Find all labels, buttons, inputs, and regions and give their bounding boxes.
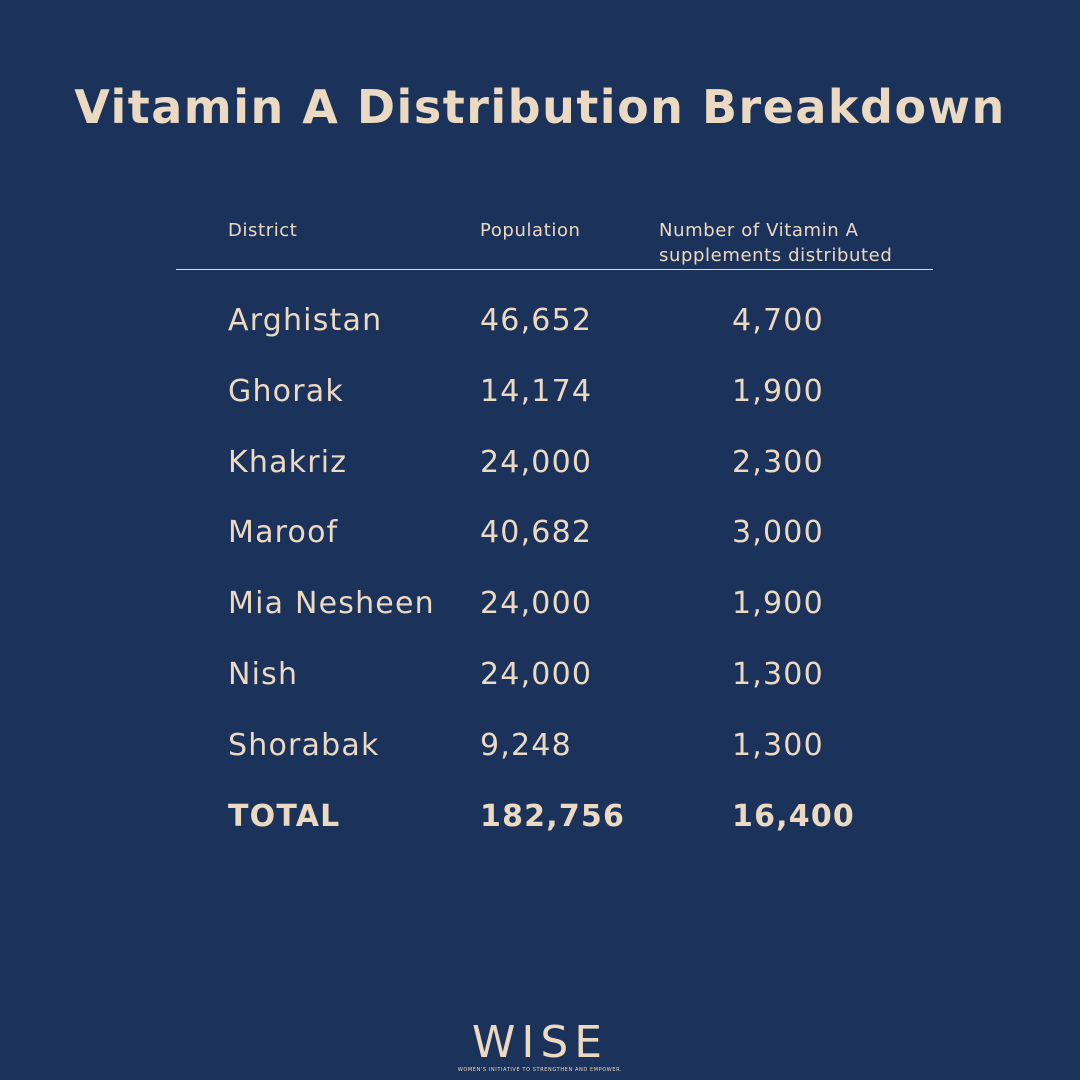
supplements-cell: 1,900 (732, 586, 824, 622)
distribution-table: District Population Number of Vitamin A … (176, 215, 933, 865)
supplements-cell: 1,300 (732, 656, 824, 692)
logo-tagline: WOMEN'S INITIATIVE TO STRENGTHEN AND EMP… (457, 1067, 623, 1073)
table-body: Arghistan 46,652 4,700 Ghorak 14,174 1,9… (176, 299, 933, 865)
population-cell: 14,174 (480, 373, 593, 409)
district-cell: Maroof (228, 515, 339, 551)
population-cell: 24,000 (480, 444, 593, 480)
table-row: Ghorak 14,174 1,900 (176, 370, 933, 441)
table-row: Mia Nesheen 24,000 1,900 (176, 582, 933, 653)
header-supplements: Number of Vitamin A supplements distribu… (659, 218, 892, 268)
table-row: Nish 24,000 1,300 (176, 653, 933, 724)
total-supplements: 16,400 (732, 798, 855, 834)
district-cell: Shorabak (228, 727, 380, 763)
total-population: 182,756 (480, 798, 626, 834)
supplements-cell: 1,900 (732, 373, 824, 409)
wise-logo: WISE WOMEN'S INITIATIVE TO STRENGTHEN AN… (0, 1018, 1080, 1074)
district-cell: Mia Nesheen (228, 586, 435, 622)
population-cell: 46,652 (480, 303, 593, 338)
logo-wordmark: WISE (471, 1017, 609, 1068)
supplements-cell: 3,000 (732, 515, 824, 551)
supplements-cell: 2,300 (732, 444, 824, 480)
population-cell: 40,682 (480, 515, 593, 551)
total-row: TOTAL 182,756 16,400 (176, 795, 933, 866)
table-row: Arghistan 46,652 4,700 (176, 299, 933, 370)
table-row: Khakriz 24,000 2,300 (176, 441, 933, 512)
header-supplements-line2: supplements distributed (659, 245, 893, 266)
table-row: Maroof 40,682 3,000 (176, 511, 933, 582)
table-row: Shorabak 9,248 1,300 (176, 724, 933, 795)
supplements-cell: 4,700 (732, 303, 824, 338)
district-cell: Arghistan (228, 303, 383, 338)
district-cell: Ghorak (228, 373, 344, 409)
supplements-cell: 1,300 (732, 727, 824, 763)
population-cell: 24,000 (480, 586, 593, 622)
population-cell: 24,000 (480, 656, 593, 692)
header-district: District (228, 220, 298, 241)
header-supplements-line1: Number of Vitamin A (659, 220, 859, 241)
district-cell: Nish (228, 656, 299, 692)
page-title: Vitamin A Distribution Breakdown (74, 80, 1006, 134)
total-label: TOTAL (228, 798, 341, 834)
population-cell: 9,248 (480, 727, 572, 763)
header-population: Population (480, 220, 581, 241)
district-cell: Khakriz (228, 444, 348, 480)
table-header: District Population Number of Vitamin A … (176, 215, 933, 270)
